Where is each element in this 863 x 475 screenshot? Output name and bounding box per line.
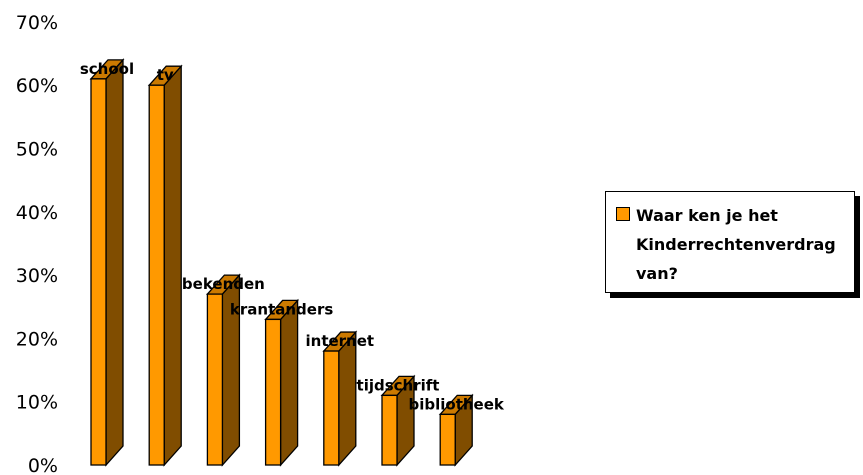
bar-side-face [338,330,357,467]
bar [205,273,241,467]
bar-front-face [323,350,340,466]
y-axis-ticks: 0% 10% 20% 30% 40% 50% 60% 70% [16,12,58,475]
y-tick-label: 40% [16,202,58,224]
data-labels: school tv bekenden krantanders internet tijds… [80,60,505,413]
bar [147,64,183,467]
y-tick-label: 20% [16,328,58,350]
bar [89,58,125,467]
y-tick-label: 70% [16,12,58,34]
bar-front-face [264,318,282,466]
data-label: tijdschrift [357,376,440,394]
data-label: krantanders [230,300,333,318]
bar [264,298,300,467]
y-tick-label: 0% [28,455,58,475]
y-tick-label: 10% [16,392,58,414]
bar-front-face [206,293,224,466]
bar-front-face [439,413,456,466]
y-tick-label: 50% [16,139,58,161]
bar-side-face [163,64,182,467]
data-label: bekenden [182,275,265,293]
y-tick-label: 30% [16,265,58,287]
bar-front-face [148,84,165,466]
data-label: tv [157,66,174,84]
legend-series-name: Waar ken je het Kinderrechtenverdrag van… [636,206,836,283]
data-label: school [80,60,134,78]
bar-side-face [105,58,124,467]
legend: Waar ken je het Kinderrechtenverdrag van… [605,191,855,293]
legend-swatch [616,207,630,221]
data-label: internet [306,332,375,350]
bar-front-face [90,78,107,466]
bar [380,374,416,467]
bars [89,58,474,467]
bar [438,393,474,467]
data-label: bibliotheek [409,395,505,413]
bar-side-face [279,298,299,467]
y-tick-label: 60% [16,75,58,97]
bar [322,330,358,467]
bar-front-face [381,394,398,466]
